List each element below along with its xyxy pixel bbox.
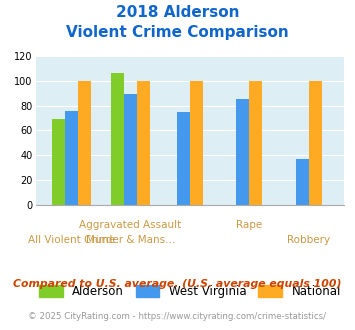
Text: 2018 Alderson: 2018 Alderson: [116, 5, 239, 20]
Bar: [51, 119, 65, 205]
Text: Violent Crime Comparison: Violent Crime Comparison: [66, 25, 289, 40]
Text: Compared to U.S. average. (U.S. average equals 100): Compared to U.S. average. (U.S. average …: [13, 279, 342, 289]
Bar: [177, 112, 190, 205]
Bar: [78, 81, 91, 205]
Text: Murder & Mans...: Murder & Mans...: [86, 235, 175, 245]
Bar: [296, 159, 309, 205]
Bar: [249, 81, 262, 205]
Bar: [111, 73, 124, 205]
Text: Robbery: Robbery: [287, 235, 330, 245]
Bar: [236, 99, 249, 205]
Bar: [65, 111, 78, 205]
Bar: [190, 81, 203, 205]
Bar: [137, 81, 150, 205]
Text: © 2025 CityRating.com - https://www.cityrating.com/crime-statistics/: © 2025 CityRating.com - https://www.city…: [28, 312, 327, 321]
Text: Rape: Rape: [236, 220, 262, 230]
Legend: Alderson, West Virginia, National: Alderson, West Virginia, National: [39, 285, 341, 298]
Text: Aggravated Assault: Aggravated Assault: [80, 220, 182, 230]
Bar: [309, 81, 322, 205]
Text: All Violent Crime: All Violent Crime: [27, 235, 115, 245]
Bar: [124, 94, 137, 205]
